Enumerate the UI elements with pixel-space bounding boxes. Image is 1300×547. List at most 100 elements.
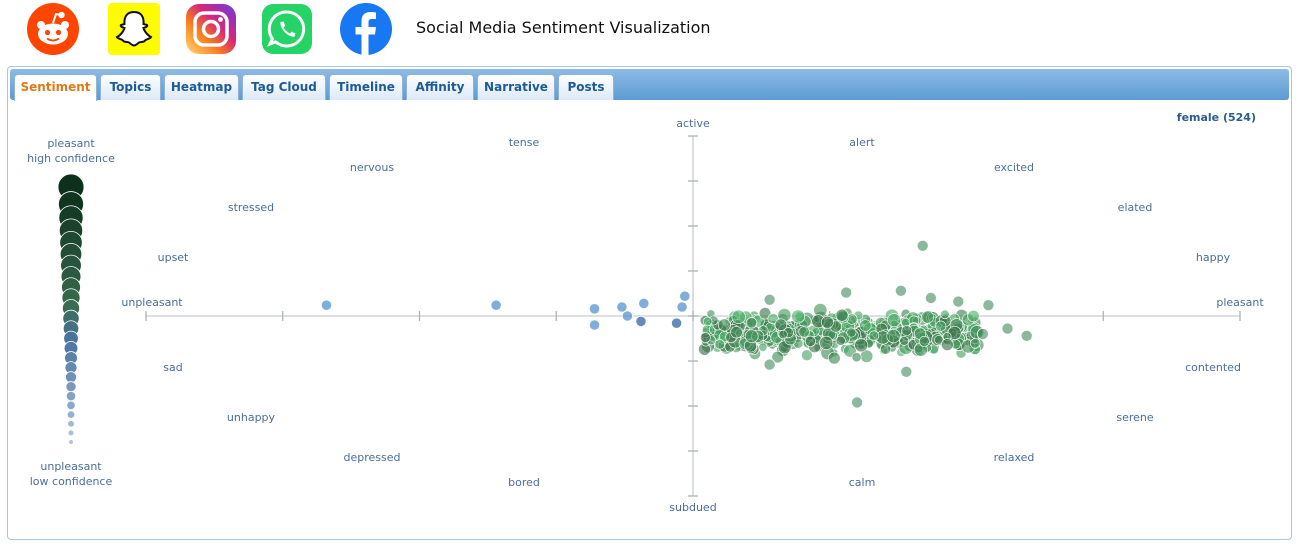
label-elated: elated xyxy=(1118,201,1153,214)
sentiment-point[interactable] xyxy=(702,316,713,327)
sentiment-point[interactable] xyxy=(616,301,628,313)
sentiment-point[interactable] xyxy=(918,335,930,347)
sentiment-point[interactable] xyxy=(924,291,937,304)
legend-top-label-1: pleasant xyxy=(47,137,95,150)
sentiment-point[interactable] xyxy=(798,326,810,338)
app-title: Social Media Sentiment Visualization xyxy=(416,18,711,37)
legend-top-label-2: high confidence xyxy=(27,152,115,165)
legend-bottom-label-1: unpleasant xyxy=(40,460,102,473)
sentiment-point[interactable] xyxy=(819,335,834,350)
sentiment-point[interactable] xyxy=(1001,322,1014,335)
sentiment-point[interactable] xyxy=(900,365,913,378)
sentiment-point[interactable] xyxy=(851,352,862,363)
sentiment-point[interactable] xyxy=(771,350,784,364)
sentiment-point[interactable] xyxy=(970,338,981,349)
tab-timeline[interactable]: Timeline xyxy=(329,74,403,100)
sentiment-point[interactable] xyxy=(714,339,725,350)
legend-swatch xyxy=(67,420,75,428)
snapchat-icon[interactable] xyxy=(108,3,160,55)
sentiment-point[interactable] xyxy=(835,335,846,346)
sentiment-point[interactable] xyxy=(778,329,788,340)
legend-swatch xyxy=(66,410,76,419)
label-happy: happy xyxy=(1196,251,1231,264)
group-label: female (524) xyxy=(1177,111,1256,124)
tab-tag-cloud[interactable]: Tag Cloud xyxy=(242,74,326,100)
sentiment-point[interactable] xyxy=(635,315,647,327)
sentiment-point[interactable] xyxy=(940,309,950,320)
sentiment-point[interactable] xyxy=(859,319,872,332)
sentiment-point[interactable] xyxy=(1020,329,1033,342)
tab-heatmap[interactable]: Heatmap xyxy=(164,74,239,100)
sentiment-point[interactable] xyxy=(846,327,857,338)
sentiment-point[interactable] xyxy=(670,317,683,329)
sentiment-point[interactable] xyxy=(982,299,995,312)
sentiment-point[interactable] xyxy=(840,286,853,299)
sentiment-point[interactable] xyxy=(588,319,601,331)
sentiment-point[interactable] xyxy=(490,299,502,311)
sentiment-point[interactable] xyxy=(744,329,759,344)
label-tense: tense xyxy=(509,136,540,149)
label-alert: alert xyxy=(849,136,875,149)
sentiment-point[interactable] xyxy=(758,342,768,352)
sentiment-point[interactable] xyxy=(588,303,601,315)
sentiment-point[interactable] xyxy=(763,358,776,371)
tab-affinity[interactable]: Affinity xyxy=(406,74,474,100)
tab-posts[interactable]: Posts xyxy=(558,74,614,100)
sentiment-point[interactable] xyxy=(967,309,980,323)
sentiment-point[interactable] xyxy=(821,315,834,329)
facebook-icon[interactable] xyxy=(340,3,392,55)
sentiment-point[interactable] xyxy=(745,317,758,329)
sentiment-point[interactable] xyxy=(851,396,864,409)
sentiment-point[interactable] xyxy=(934,335,944,345)
label-serene: serene xyxy=(1116,411,1154,424)
sentiment-point[interactable] xyxy=(940,338,954,351)
label-pleasant: pleasant xyxy=(1216,296,1264,309)
sentiment-point[interactable] xyxy=(887,313,901,328)
tab-sentiment[interactable]: Sentiment xyxy=(14,74,97,101)
sentiment-point[interactable] xyxy=(899,336,910,346)
reddit-icon[interactable] xyxy=(27,3,79,55)
sentiment-point[interactable] xyxy=(952,295,965,308)
data-points xyxy=(320,239,1033,409)
label-nervous: nervous xyxy=(350,161,394,174)
sentiment-point[interactable] xyxy=(763,293,776,306)
sentiment-point[interactable] xyxy=(731,309,746,325)
sentiment-point[interactable] xyxy=(935,320,947,332)
sentiment-point[interactable] xyxy=(774,318,788,331)
sentiment-point[interactable] xyxy=(921,310,934,324)
sentiment-point[interactable] xyxy=(894,284,907,297)
sentiment-point[interactable] xyxy=(804,335,816,347)
sentiment-point[interactable] xyxy=(791,309,805,324)
label-stressed: stressed xyxy=(228,201,274,214)
legend-swatch xyxy=(65,371,77,384)
sentiment-point[interactable] xyxy=(717,318,731,332)
sentiment-point[interactable] xyxy=(700,332,711,343)
legend-swatch xyxy=(68,439,74,445)
sentiment-point[interactable] xyxy=(827,351,841,365)
sentiment-point[interactable] xyxy=(916,239,929,252)
instagram-icon[interactable] xyxy=(185,3,237,55)
sentiment-point[interactable] xyxy=(320,299,333,311)
sentiment-point[interactable] xyxy=(868,330,880,342)
sentiment-point[interactable] xyxy=(886,329,901,344)
sentiment-point[interactable] xyxy=(638,297,650,309)
sentiment-point[interactable] xyxy=(901,325,913,336)
legend-swatch xyxy=(65,381,77,393)
sentiment-point[interactable] xyxy=(767,313,779,325)
sentiment-point[interactable] xyxy=(730,326,743,339)
sentiment-point[interactable] xyxy=(976,327,989,340)
sentiment-point[interactable] xyxy=(621,310,634,322)
legend-swatch xyxy=(67,429,75,437)
tab-topics[interactable]: Topics xyxy=(100,74,161,100)
label-subdued: subdued xyxy=(669,501,716,514)
sentiment-point[interactable] xyxy=(801,349,813,362)
whatsapp-icon[interactable] xyxy=(261,3,313,55)
sentiment-point[interactable] xyxy=(679,290,691,302)
sentiment-point[interactable] xyxy=(835,308,849,322)
sentiment-point[interactable] xyxy=(758,307,772,320)
sentiment-point[interactable] xyxy=(854,338,869,353)
tab-narrative[interactable]: Narrative xyxy=(477,74,555,100)
sentiment-point[interactable] xyxy=(676,301,688,313)
label-sad: sad xyxy=(163,361,182,374)
